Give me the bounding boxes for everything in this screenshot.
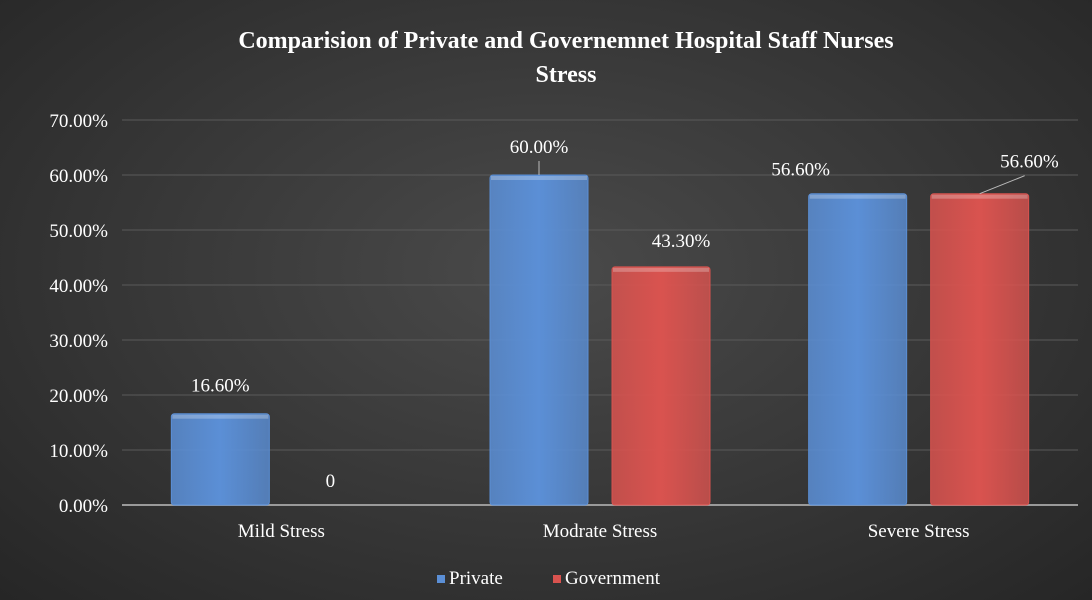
bar-highlight xyxy=(613,267,709,272)
bar-government-1 xyxy=(611,266,711,506)
data-label-private-1: 60.00% xyxy=(510,137,569,158)
x-category-label: Modrate Stress xyxy=(543,521,658,542)
chart-title-line-1: Comparision of Private and Governemnet H… xyxy=(238,28,893,54)
gridlines xyxy=(122,119,1078,506)
bar-private-0 xyxy=(170,413,270,506)
x-category-label: Mild Stress xyxy=(238,521,325,542)
chart-title: Comparision of Private and Governemnet H… xyxy=(238,28,893,88)
data-labels: 16.60% 0 60.00% 43.30% 56.60% 56.60% xyxy=(191,137,1059,492)
data-label-private-0: 16.60% xyxy=(191,376,250,397)
legend: Private Government xyxy=(437,568,661,589)
bars xyxy=(170,174,1030,506)
y-tick-label: 40.00% xyxy=(49,276,108,297)
y-tick-label: 60.00% xyxy=(49,166,108,187)
y-tick-label: 50.00% xyxy=(49,221,108,242)
legend-label-private: Private xyxy=(449,568,503,589)
data-label-government-2: 56.60% xyxy=(1000,152,1059,173)
legend-swatch-government xyxy=(553,575,561,583)
y-tick-label: 70.00% xyxy=(49,111,108,132)
y-axis-tick-labels: 0.00% 10.00% 20.00% 30.00% 40.00% 50.00% 60.00… xyxy=(49,111,108,517)
x-category-label: Severe Stress xyxy=(868,521,970,542)
y-tick-label: 30.00% xyxy=(49,331,108,352)
y-tick-label: 10.00% xyxy=(49,441,108,462)
bar-private-2 xyxy=(808,193,908,506)
chart-title-line-2: Stress xyxy=(536,62,597,88)
leader-line xyxy=(979,175,1025,195)
x-axis-category-labels: Mild Stress Modrate Stress Severe Stress xyxy=(238,521,970,542)
bar-private-1 xyxy=(489,174,589,506)
data-label-government-0: 0 xyxy=(326,471,336,492)
bar-highlight xyxy=(931,194,1028,199)
bar-government-2 xyxy=(930,193,1030,506)
data-label-government-1: 43.30% xyxy=(652,231,711,252)
data-label-private-2: 56.60% xyxy=(771,160,830,181)
bar-highlight xyxy=(809,194,906,199)
legend-label-government: Government xyxy=(565,568,661,589)
legend-swatch-private xyxy=(437,575,445,583)
y-tick-label: 0.00% xyxy=(59,496,108,517)
bar-highlight xyxy=(491,176,587,180)
y-tick-label: 20.00% xyxy=(49,386,108,407)
bar-highlight xyxy=(172,414,269,419)
